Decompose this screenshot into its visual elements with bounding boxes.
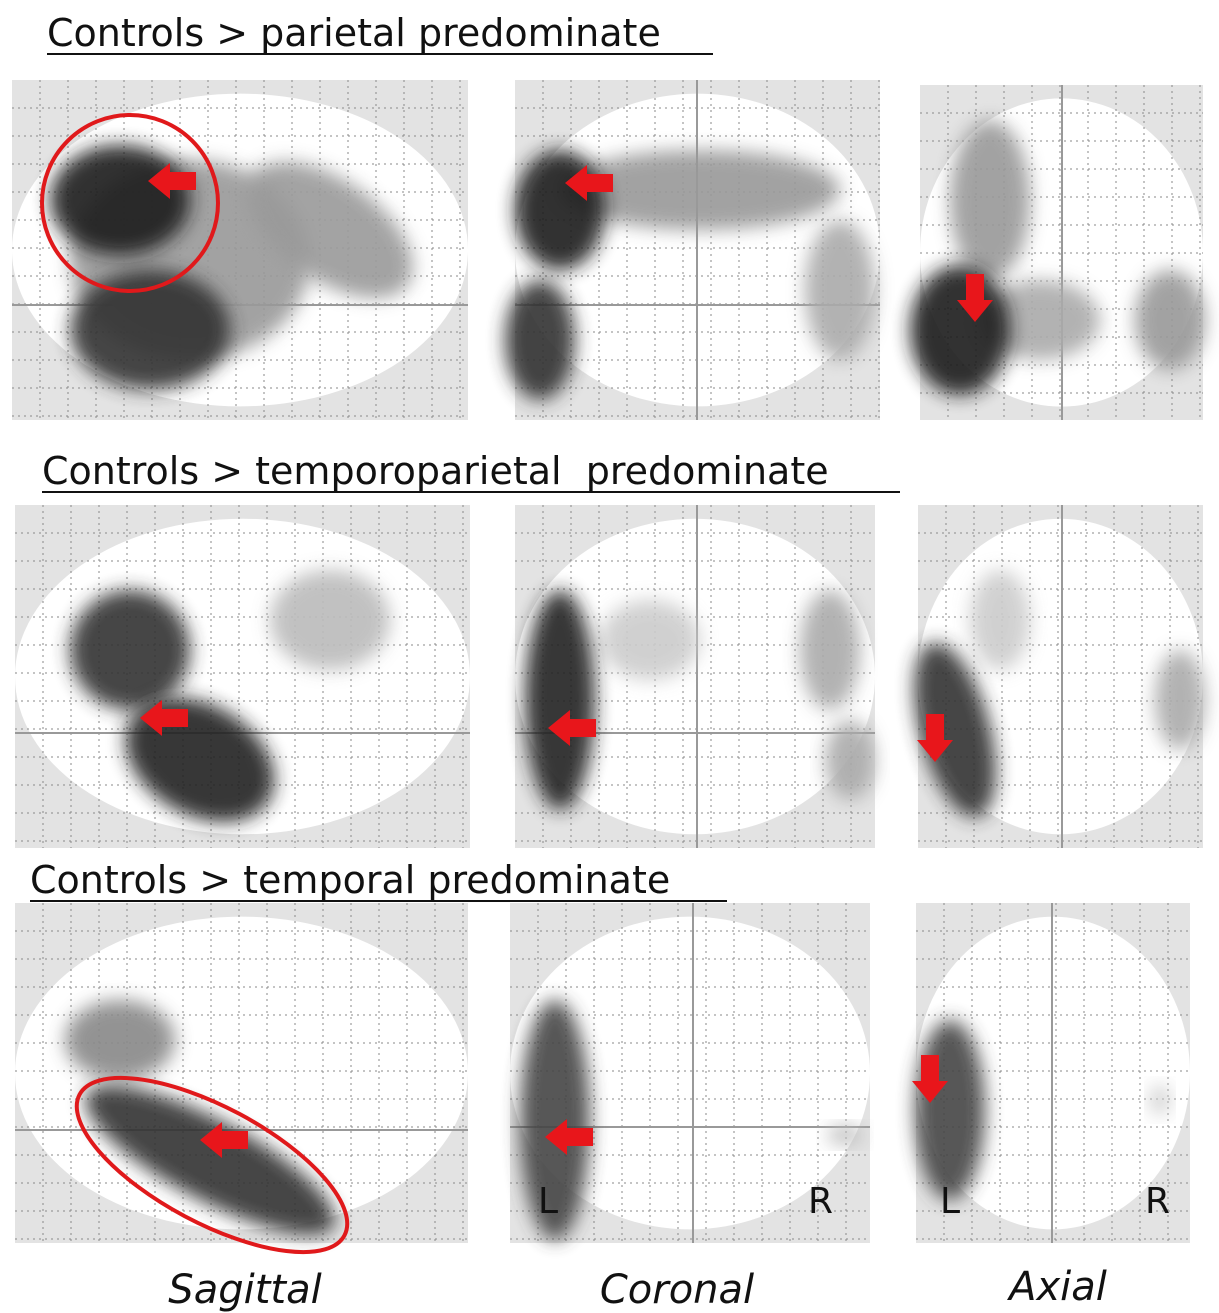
red-arrow xyxy=(912,1055,948,1103)
activation-blob xyxy=(1135,270,1205,370)
red-arrow xyxy=(548,710,596,746)
brain-outline xyxy=(515,518,875,835)
brain-panel xyxy=(15,903,468,1255)
brain-panel xyxy=(12,80,468,420)
red-arrow xyxy=(140,700,188,736)
activation-blob xyxy=(65,1000,175,1080)
activation-blob xyxy=(515,150,605,270)
brain-panel xyxy=(913,505,1205,848)
red-arrow xyxy=(957,274,993,322)
activation-blob xyxy=(520,1000,590,1240)
brain-outline xyxy=(510,916,870,1230)
brain-panel xyxy=(912,903,1190,1243)
brain-panel xyxy=(15,505,470,848)
activation-blob xyxy=(1155,650,1205,750)
brain-panel xyxy=(910,85,1205,420)
brain-panel xyxy=(515,505,875,848)
panels xyxy=(12,80,1205,1255)
activation-blob xyxy=(910,265,1010,395)
red-arrow xyxy=(917,714,953,762)
activation-blob xyxy=(70,590,190,710)
activation-blob xyxy=(805,220,875,360)
activation-blob xyxy=(827,1125,863,1145)
activation-blob xyxy=(980,280,1100,360)
activation-blob xyxy=(913,642,997,818)
activation-blob xyxy=(560,150,840,230)
activation-blob xyxy=(950,120,1030,280)
row-title: Controls > temporal predominate xyxy=(30,858,670,902)
activation-blob xyxy=(247,161,413,299)
activation-blob xyxy=(270,570,390,670)
highlight-ring xyxy=(40,113,220,293)
activation-blob xyxy=(1150,1085,1170,1115)
hemisphere-label: L xyxy=(538,1181,558,1222)
activation-blob xyxy=(84,1085,336,1235)
red-arrow xyxy=(200,1122,248,1158)
activation-blob xyxy=(825,720,875,800)
row-title: Controls > parietal predominate xyxy=(47,11,661,55)
activation-blob xyxy=(505,280,575,400)
brain-panel xyxy=(510,903,870,1243)
activation-blob xyxy=(800,590,860,710)
activation-blob xyxy=(70,270,230,390)
row-title: Controls > temporoparietal predominate xyxy=(42,449,829,493)
highlight-ring xyxy=(74,1075,350,1255)
hemisphere-label: R xyxy=(808,1181,833,1222)
activation-blob xyxy=(915,1020,985,1200)
red-arrow xyxy=(148,163,196,199)
hemisphere-label: R xyxy=(1145,1181,1170,1222)
view-label: Axial xyxy=(1006,1264,1107,1310)
red-arrow xyxy=(545,1119,593,1155)
red-arrow xyxy=(565,165,613,201)
view-label: Coronal xyxy=(600,1267,754,1313)
activation-blob xyxy=(600,600,700,680)
activation-blob xyxy=(125,697,275,823)
view-label: Sagittal xyxy=(168,1267,321,1313)
brain-panel xyxy=(505,80,880,420)
hemisphere-label: L xyxy=(940,1181,960,1222)
activation-blob xyxy=(50,145,190,255)
activation-blob xyxy=(970,570,1030,670)
activation-blob xyxy=(525,590,595,810)
